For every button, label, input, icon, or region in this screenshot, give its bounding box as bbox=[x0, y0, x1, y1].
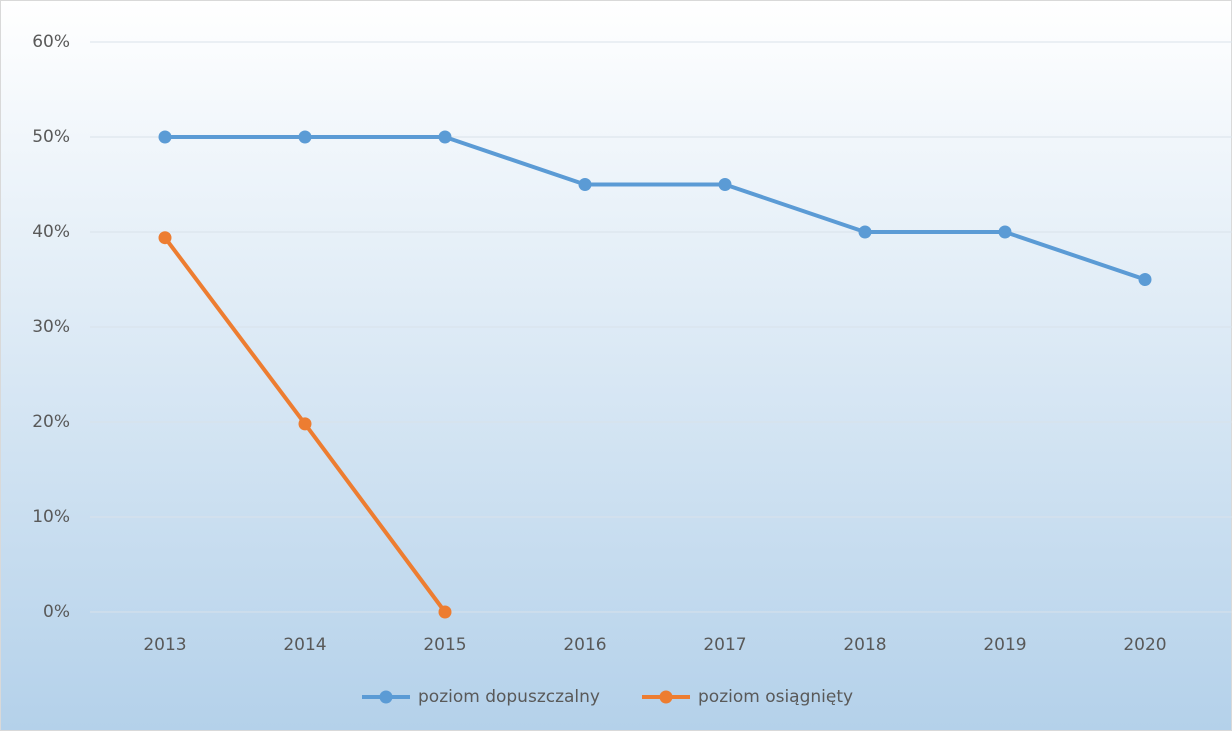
y-tick-label: 10% bbox=[32, 507, 70, 527]
series-line bbox=[165, 135, 1146, 282]
y-tick-label: 60% bbox=[32, 32, 70, 52]
legend-marker bbox=[659, 690, 673, 704]
legend-label: poziom osiągnięty bbox=[698, 687, 853, 707]
x-tick-label: 2017 bbox=[703, 635, 746, 655]
data-point bbox=[158, 231, 172, 245]
y-tick-label: 50% bbox=[32, 127, 70, 147]
y-tick-label: 40% bbox=[32, 222, 70, 242]
data-point bbox=[298, 130, 312, 144]
data-point bbox=[718, 178, 732, 191]
data-point bbox=[298, 417, 312, 431]
data-point bbox=[158, 130, 172, 144]
x-tick-label: 2016 bbox=[563, 635, 606, 655]
x-tick-label: 2020 bbox=[1123, 635, 1166, 655]
y-tick-label: 20% bbox=[32, 412, 70, 432]
y-tick-label: 0% bbox=[43, 602, 70, 622]
data-point bbox=[438, 605, 452, 619]
x-tick-label: 2019 bbox=[983, 635, 1026, 655]
data-point bbox=[858, 225, 872, 239]
x-tick-label: 2018 bbox=[843, 635, 886, 655]
data-point bbox=[438, 130, 452, 144]
x-tick-label: 2013 bbox=[143, 635, 186, 655]
data-point bbox=[578, 178, 592, 191]
data-point bbox=[1138, 273, 1152, 286]
y-tick-label: 30% bbox=[32, 317, 70, 337]
legend-marker bbox=[379, 690, 393, 704]
x-tick-label: 2014 bbox=[283, 635, 326, 655]
x-tick-label: 2015 bbox=[423, 635, 466, 655]
legend-label: poziom dopuszczalny bbox=[418, 687, 600, 707]
data-point bbox=[998, 225, 1012, 239]
